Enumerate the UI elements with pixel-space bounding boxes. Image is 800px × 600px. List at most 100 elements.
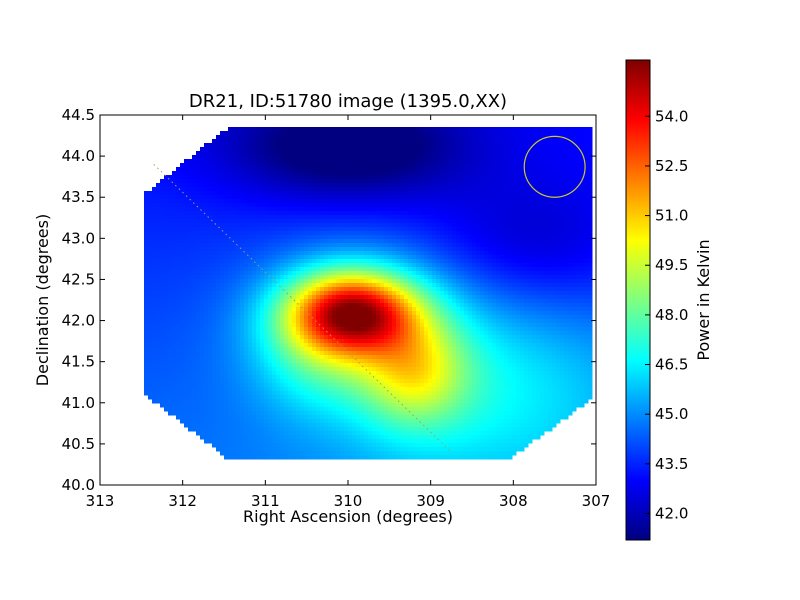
heatmap-cell — [344, 279, 349, 284]
heatmap-cell — [420, 255, 425, 260]
heatmap-cell — [460, 247, 465, 252]
heatmap-cell — [400, 303, 405, 308]
heatmap-cell — [368, 167, 373, 172]
heatmap-cell — [376, 187, 381, 192]
heatmap-cell — [276, 211, 281, 216]
heatmap-cell — [336, 143, 341, 148]
heatmap-cell — [340, 259, 345, 264]
heatmap-cell — [164, 251, 169, 256]
heatmap-cell — [276, 295, 281, 300]
heatmap-cell — [268, 163, 273, 168]
heatmap-cell — [296, 239, 301, 244]
heatmap-cell — [368, 279, 373, 284]
heatmap-cell — [436, 255, 441, 260]
heatmap-cell — [244, 295, 249, 300]
heatmap-cell — [376, 259, 381, 264]
heatmap-cell — [564, 163, 569, 168]
heatmap-cell — [188, 191, 193, 196]
heatmap-cell — [296, 255, 301, 260]
heatmap-cell — [548, 215, 553, 220]
heatmap-cell — [564, 299, 569, 304]
heatmap-cell — [280, 255, 285, 260]
heatmap-cell — [460, 239, 465, 244]
heatmap-cell — [288, 223, 293, 228]
heatmap-cell — [496, 227, 501, 232]
heatmap-cell — [472, 239, 477, 244]
heatmap-cell — [456, 155, 461, 160]
heatmap-cell — [560, 155, 565, 160]
heatmap-cell — [544, 219, 549, 224]
heatmap-cell — [532, 263, 537, 268]
heatmap-cell — [484, 195, 489, 200]
heatmap-cell — [336, 287, 341, 292]
heatmap-cell — [368, 227, 373, 232]
heatmap-cell — [380, 295, 385, 300]
heatmap-cell — [476, 135, 481, 140]
heatmap-cell — [200, 287, 205, 292]
heatmap-cell — [524, 163, 529, 168]
heatmap-cell — [504, 259, 509, 264]
heatmap-cell — [500, 199, 505, 204]
heatmap-cell — [224, 235, 229, 240]
heatmap-cell — [364, 191, 369, 196]
heatmap-cell — [304, 235, 309, 240]
heatmap-cell — [532, 199, 537, 204]
heatmap-cell — [460, 263, 465, 268]
heatmap-cell — [308, 215, 313, 220]
heatmap-cell — [384, 187, 389, 192]
heatmap-cell — [256, 271, 261, 276]
heatmap-cell — [300, 175, 305, 180]
heatmap-cell — [436, 187, 441, 192]
heatmap-cell — [396, 295, 401, 300]
heatmap-cell — [208, 223, 213, 228]
heatmap-cell — [444, 251, 449, 256]
heatmap-cell — [488, 223, 493, 228]
heatmap-cell — [332, 131, 337, 136]
heatmap-cell — [412, 155, 417, 160]
heatmap-cell — [552, 255, 557, 260]
heatmap-cell — [376, 191, 381, 196]
heatmap-cell — [232, 203, 237, 208]
heatmap-cell — [224, 251, 229, 256]
heatmap-cell — [448, 147, 453, 152]
heatmap-cell — [524, 167, 529, 172]
heatmap-cell — [296, 139, 301, 144]
heatmap-cell — [556, 191, 561, 196]
heatmap-cell — [368, 235, 373, 240]
heatmap-cell — [208, 279, 213, 284]
heatmap-cell — [576, 175, 581, 180]
heatmap-cell — [352, 211, 357, 216]
heatmap-cell — [584, 255, 589, 260]
heatmap-cell — [380, 179, 385, 184]
heatmap-cell — [524, 227, 529, 232]
heatmap-cell — [580, 211, 585, 216]
heatmap-cell — [540, 199, 545, 204]
heatmap-cell — [496, 179, 501, 184]
heatmap-cell — [500, 291, 505, 296]
heatmap-cell — [344, 139, 349, 144]
heatmap-cell — [400, 239, 405, 244]
heatmap-cell — [548, 295, 553, 300]
heatmap-cell — [540, 211, 545, 216]
heatmap-cell — [368, 271, 373, 276]
heatmap-cell — [564, 135, 569, 140]
heatmap-cell — [544, 143, 549, 148]
heatmap-cell — [148, 239, 153, 244]
heatmap-cell — [420, 175, 425, 180]
heatmap-cell — [520, 303, 525, 308]
heatmap-cell — [564, 243, 569, 248]
heatmap-cell — [296, 191, 301, 196]
heatmap-cell — [436, 271, 441, 276]
heatmap-cell — [172, 279, 177, 284]
heatmap-cell — [244, 231, 249, 236]
heatmap-cell — [344, 195, 349, 200]
heatmap-cell — [200, 267, 205, 272]
heatmap-cell — [500, 303, 505, 308]
heatmap-cell — [360, 215, 365, 220]
heatmap-cell — [264, 215, 269, 220]
heatmap-cell — [392, 247, 397, 252]
heatmap-cell — [416, 255, 421, 260]
heatmap-cell — [568, 235, 573, 240]
heatmap-cell — [520, 175, 525, 180]
heatmap-cell — [428, 215, 433, 220]
